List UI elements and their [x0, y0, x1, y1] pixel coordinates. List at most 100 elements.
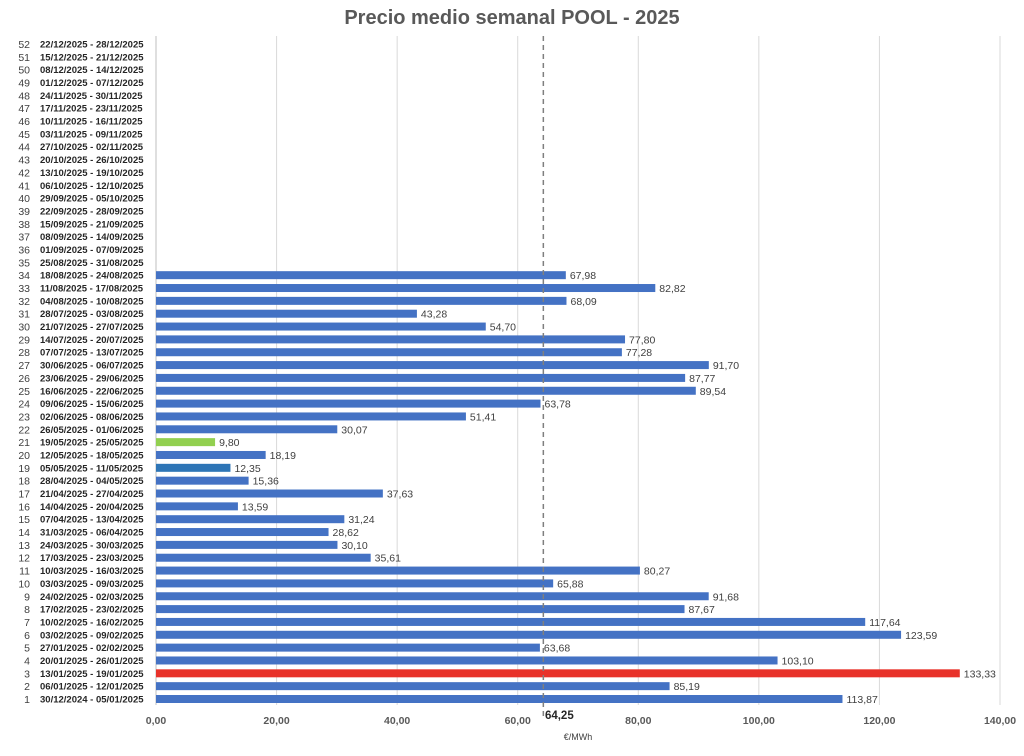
week-dates-label: 12/05/2025 - 18/05/2025 — [40, 450, 144, 461]
bar-week-6 — [156, 630, 902, 639]
week-number-label: 40 — [18, 193, 30, 205]
week-dates-label: 03/03/2025 - 09/03/2025 — [40, 579, 144, 590]
bar-week-1 — [156, 695, 843, 703]
week-number-label: 48 — [18, 90, 30, 102]
bar-value-label: 35,61 — [375, 553, 401, 565]
grid-lines — [155, 36, 1001, 705]
bar-value-label: 65,88 — [557, 578, 583, 590]
bar-week-15 — [156, 515, 345, 524]
week-dates-label: 20/01/2025 - 26/01/2025 — [40, 656, 144, 667]
week-dates-label: 28/04/2025 - 04/05/2025 — [40, 476, 144, 487]
week-number-label: 16 — [18, 501, 30, 513]
week-dates-label: 27/01/2025 - 02/02/2025 — [40, 643, 144, 654]
bar-week-18 — [156, 476, 249, 485]
bar-week-24 — [156, 399, 541, 408]
week-number-label: 34 — [18, 270, 30, 282]
week-number-label: 52 — [18, 39, 30, 51]
week-dates-label: 05/05/2025 - 11/05/2025 — [40, 463, 144, 474]
bar-week-34 — [156, 271, 566, 280]
week-number-label: 9 — [24, 591, 30, 603]
week-number-label: 18 — [18, 476, 30, 488]
week-dates-label: 03/11/2025 - 09/11/2025 — [40, 129, 143, 140]
week-number-label: 10 — [18, 578, 30, 590]
bar-week-19 — [156, 463, 231, 472]
x-tick-label: 120,00 — [863, 715, 895, 727]
x-tick-label: 140,00 — [984, 715, 1016, 727]
bar-value-label: 85,19 — [674, 681, 700, 693]
bar-value-label: 68,09 — [570, 296, 596, 308]
bar-value-label: 77,28 — [626, 347, 652, 359]
week-dates-label: 26/05/2025 - 01/06/2025 — [40, 425, 144, 436]
week-dates-label: 24/02/2025 - 02/03/2025 — [40, 592, 144, 603]
week-dates-label: 06/10/2025 - 12/10/2025 — [40, 181, 144, 192]
bar-value-label: 28,62 — [333, 527, 359, 539]
week-number-label: 41 — [18, 180, 30, 192]
week-dates-label: 08/09/2025 - 14/09/2025 — [40, 232, 144, 243]
week-number-label: 50 — [18, 65, 30, 77]
week-number-label: 42 — [18, 167, 30, 179]
week-number-label: 33 — [18, 283, 30, 295]
week-dates-label: 11/08/2025 - 17/08/2025 — [40, 284, 144, 295]
bar-value-label: 103,10 — [782, 655, 814, 667]
week-number-label: 29 — [18, 334, 30, 346]
bar-week-22 — [156, 425, 338, 434]
bar-week-28 — [156, 348, 622, 357]
bar-value-label: 13,59 — [242, 501, 268, 513]
week-number-label: 19 — [18, 463, 30, 475]
week-number-label: 22 — [18, 424, 30, 436]
week-dates-label: 08/12/2025 - 14/12/2025 — [40, 65, 144, 76]
bar-week-17 — [156, 489, 383, 498]
bar-value-label: 133,33 — [964, 668, 996, 680]
bar-week-13 — [156, 540, 338, 549]
bar-week-21 — [156, 438, 216, 447]
week-number-label: 27 — [18, 360, 30, 372]
week-dates-label: 22/12/2025 - 28/12/2025 — [40, 40, 144, 51]
bar-week-29 — [156, 335, 626, 344]
week-number-label: 15 — [18, 514, 30, 526]
week-dates-label: 30/06/2025 - 06/07/2025 — [40, 361, 144, 372]
bar-value-label: 12,35 — [234, 463, 260, 475]
week-dates-label: 09/06/2025 - 15/06/2025 — [40, 399, 144, 410]
bar-week-26 — [156, 373, 686, 382]
week-number-label: 45 — [18, 129, 30, 141]
week-number-label: 36 — [18, 244, 30, 256]
week-dates-label: 21/04/2025 - 27/04/2025 — [40, 489, 144, 500]
week-dates-label: 27/10/2025 - 02/11/2025 — [40, 142, 144, 153]
bar-week-30 — [156, 322, 486, 331]
week-number-label: 21 — [18, 437, 30, 449]
week-dates-label: 03/02/2025 - 09/02/2025 — [40, 630, 144, 641]
week-dates-label: 24/11/2025 - 30/11/2025 — [40, 91, 143, 102]
week-number-label: 5 — [24, 643, 30, 655]
week-number-label: 20 — [18, 450, 30, 462]
x-axis-label: €/MWh — [564, 732, 593, 742]
week-dates-label: 04/08/2025 - 10/08/2025 — [40, 296, 144, 307]
week-dates-label: 10/11/2025 - 16/11/2025 — [40, 117, 143, 128]
week-number-label: 35 — [18, 257, 30, 269]
bar-value-label: 63,68 — [544, 643, 570, 655]
week-dates-label: 19/05/2025 - 25/05/2025 — [40, 438, 144, 449]
bar-week-2 — [156, 682, 670, 691]
week-number-label: 32 — [18, 296, 30, 308]
bar-value-label: 80,27 — [644, 566, 670, 578]
week-number-label: 23 — [18, 411, 30, 423]
week-number-label: 6 — [24, 630, 30, 642]
bar-week-32 — [156, 296, 567, 305]
week-number-label: 14 — [18, 527, 30, 539]
week-dates-label: 17/02/2025 - 23/02/2025 — [40, 605, 144, 616]
week-dates-label: 15/09/2025 - 21/09/2025 — [40, 219, 144, 230]
week-number-label: 39 — [18, 206, 30, 218]
value-labels: 113,87 85,19 133,33 103,10 63,68 123,59 117,64… — [219, 270, 996, 706]
bars — [156, 271, 960, 703]
bar-week-3 — [156, 669, 960, 678]
week-dates-label: 31/03/2025 - 06/04/2025 — [40, 528, 144, 539]
x-tick-label: 60,00 — [505, 715, 531, 727]
bar-value-label: 87,67 — [689, 604, 715, 616]
bar-value-label: 91,68 — [713, 591, 739, 603]
average-line-group: 64,25 — [542, 36, 574, 722]
week-dates-label: 20/10/2025 - 26/10/2025 — [40, 155, 144, 166]
bar-week-16 — [156, 502, 238, 511]
week-dates-label: 06/01/2025 - 12/01/2025 — [40, 682, 144, 693]
category-labels: 1 30/12/2024 - 05/01/2025 2 06/01/2025 - 12… — [18, 39, 144, 706]
bar-value-label: 51,41 — [470, 411, 496, 423]
week-dates-label: 30/12/2024 - 05/01/2025 — [40, 695, 144, 706]
